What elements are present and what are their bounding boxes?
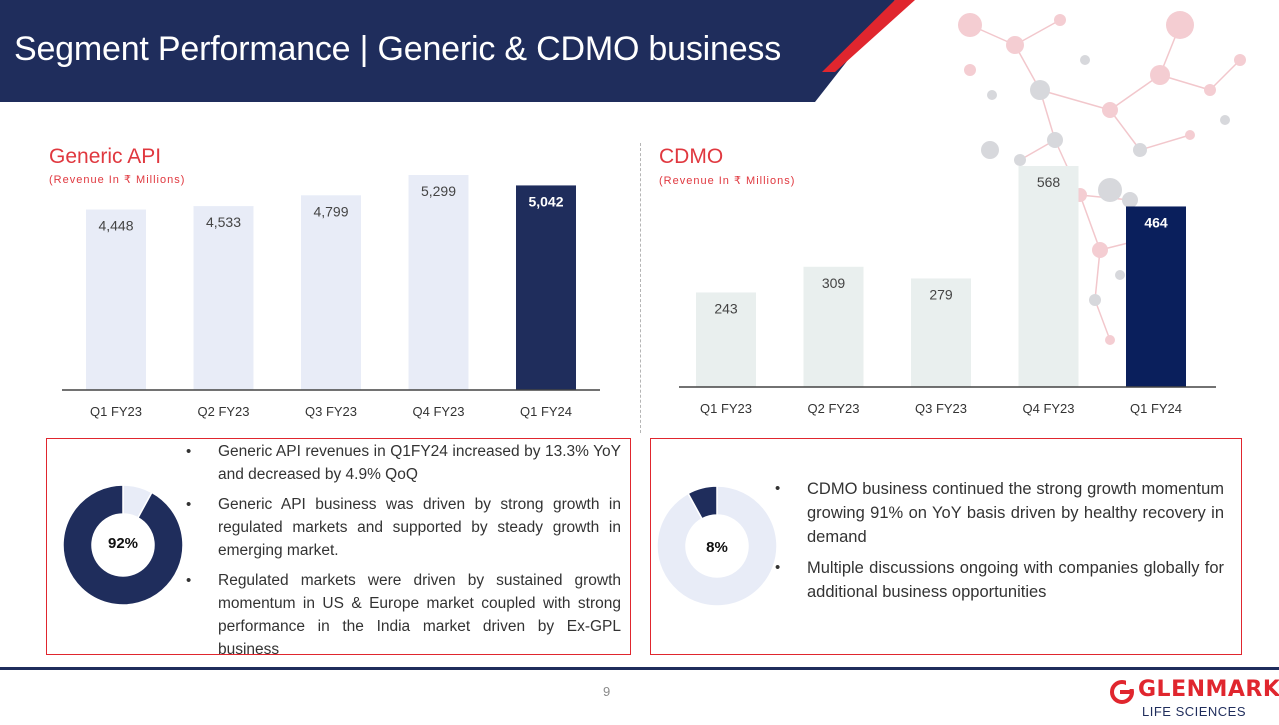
cdmo-value-label-4: 568: [1037, 174, 1061, 190]
generic-bar-4: [408, 175, 469, 390]
generic-bullet-2: Generic API business was driven by stron…: [186, 493, 621, 562]
glenmark-logo: GLENMARK LIFE SCIENCES: [1108, 676, 1279, 722]
cdmo-donut-rest-slice: [656, 485, 778, 607]
cdmo-info-box: [650, 438, 1242, 655]
title-bar: Segment Performance | Generic & CDMO bus…: [0, 0, 1279, 102]
generic-bar-2: [193, 206, 254, 390]
generic-value-label-4: 5,299: [421, 183, 456, 199]
cdmo-value-label-2: 309: [822, 275, 846, 291]
cdmo-donut-value-slice: [687, 485, 718, 520]
title-bar-shape: [0, 0, 915, 102]
logo-subtitle: LIFE SCIENCES: [1142, 704, 1247, 719]
cdmo-chart-subtitle: (Revenue In ₹ Millions): [659, 175, 796, 187]
cdmo-bar-5: [1126, 206, 1186, 387]
generic-bar-3: [301, 195, 361, 390]
generic-bullet-1: Generic API revenues in Q1FY24 increased…: [186, 440, 621, 486]
cdmo-bar-2: [803, 266, 864, 387]
cdmo-bullets: CDMO business continued the strong growt…: [775, 477, 1224, 611]
cdmo-category-label-5: Q1 FY24: [1130, 401, 1182, 416]
cdmo-bar-4: [1018, 166, 1079, 387]
generic-value-label-5: 5,042: [528, 193, 563, 209]
page-number: 9: [603, 684, 611, 699]
charts-canvas: 4,448 Q1 FY23 4,533 Q2 FY23 4,799 Q3 FY23 5,29…: [62, 166, 1216, 419]
cdmo-bar-3: [911, 278, 971, 387]
generic-value-label-2: 4,533: [206, 214, 241, 230]
cdmo-value-label-5: 464: [1144, 214, 1168, 230]
generic-chart-title: Generic API: [49, 145, 162, 168]
cdmo-chart-title: CDMO: [659, 145, 724, 168]
cdmo-value-label-3: 279: [929, 286, 953, 302]
generic-chart-subtitle: (Revenue In ₹ Millions): [49, 174, 186, 186]
cdmo-category-label-3: Q3 FY23: [915, 401, 967, 416]
generic-bar-5: [516, 185, 576, 390]
footer-line: [0, 667, 1279, 670]
generic-value-label-1: 4,448: [98, 218, 133, 234]
cdmo-category-label-1: Q1 FY23: [700, 401, 752, 416]
divider: [640, 143, 641, 433]
cdmo-category-label-4: Q4 FY23: [1022, 401, 1074, 416]
cdmo-bar-1: [696, 292, 756, 387]
generic-bullets: Generic API revenues in Q1FY24 increased…: [186, 440, 621, 668]
cdmo-value-label-1: 243: [714, 300, 738, 316]
cdmo-bullet-1: CDMO business continued the strong growt…: [775, 477, 1224, 549]
generic-category-label-4: Q4 FY23: [412, 404, 464, 419]
page-title: Segment Performance | Generic & CDMO bus…: [14, 30, 782, 68]
generic-category-label-2: Q2 FY23: [197, 404, 249, 419]
generic-donut-label: 92%: [107, 535, 139, 552]
generic-value-label-3: 4,799: [313, 203, 348, 219]
generic-donut-value-slice: [62, 484, 184, 606]
generic-category-label-3: Q3 FY23: [305, 404, 357, 419]
generic-category-label-5: Q1 FY24: [520, 404, 572, 419]
cdmo-category-label-2: Q2 FY23: [807, 401, 859, 416]
generic-bar-1: [86, 209, 146, 390]
cdmo-bullet-2: Multiple discussions ongoing with compan…: [775, 556, 1224, 604]
generic-category-label-1: Q1 FY23: [90, 404, 142, 419]
glenmark-logo-mark-icon: [1110, 679, 1135, 704]
cdmo-donut-chart: [656, 485, 778, 607]
generic-donut-chart: [62, 484, 184, 606]
generic-bullet-3: Regulated markets were driven by sustain…: [186, 569, 621, 661]
cdmo-donut-label: 8%: [706, 539, 728, 556]
logo-wordmark: GLENMARK: [1138, 677, 1279, 702]
